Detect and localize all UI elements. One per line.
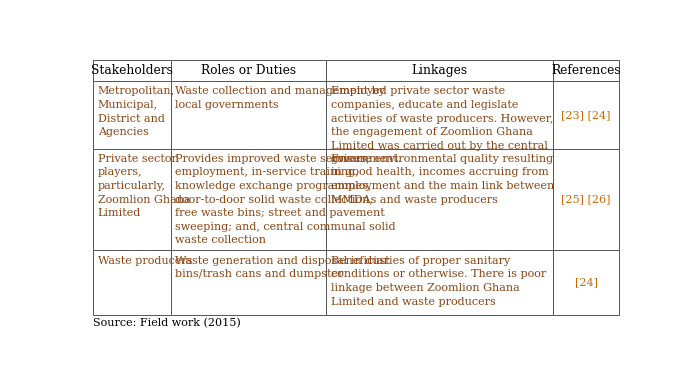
- Text: Roles or Duties: Roles or Duties: [201, 64, 296, 77]
- Text: Metropolitan,
Municipal,
District and
Agencies: Metropolitan, Municipal, District and Ag…: [97, 86, 174, 137]
- Bar: [553, 251, 619, 315]
- Text: [23] [24]: [23] [24]: [562, 110, 611, 120]
- Text: Ensure environmental quality resulting
in good health, incomes accruing from
emp: Ensure environmental quality resulting i…: [331, 154, 554, 205]
- Text: References: References: [551, 64, 621, 77]
- Bar: [326, 251, 553, 315]
- Text: Source: Field work (2015): Source: Field work (2015): [93, 318, 241, 328]
- Bar: [553, 149, 619, 251]
- Bar: [171, 149, 326, 251]
- Bar: [93, 60, 171, 81]
- Text: Linkages: Linkages: [411, 64, 468, 77]
- Text: [25] [26]: [25] [26]: [562, 194, 611, 205]
- Bar: [326, 81, 553, 149]
- Bar: [93, 81, 171, 149]
- Bar: [171, 251, 326, 315]
- Text: Private sector
players,
particularly,
Zoomlion Ghana
Limited: Private sector players, particularly, Zo…: [97, 154, 190, 218]
- Text: Stakeholders: Stakeholders: [91, 64, 173, 77]
- Text: [24]: [24]: [575, 278, 598, 287]
- Bar: [93, 251, 171, 315]
- Text: Provides improved waste services,
employment, in-service training,
knowledge exc: Provides improved waste services, employ…: [175, 154, 396, 245]
- Bar: [171, 81, 326, 149]
- Bar: [553, 81, 619, 149]
- Bar: [326, 60, 553, 81]
- Bar: [171, 60, 326, 81]
- Text: Waste producers: Waste producers: [97, 256, 192, 266]
- Text: Waste generation and disposal in dust
bins/trash cans and dumpster: Waste generation and disposal in dust bi…: [175, 256, 390, 279]
- Bar: [93, 149, 171, 251]
- Text: Beneficiaries of proper sanitary
conditions or otherwise. There is poor
linkage : Beneficiaries of proper sanitary conditi…: [331, 256, 546, 307]
- Text: Employed private sector waste
companies, educate and legislate
activities of was: Employed private sector waste companies,…: [331, 86, 553, 165]
- Bar: [326, 149, 553, 251]
- Bar: [553, 60, 619, 81]
- Text: Waste collection and management by
local governments: Waste collection and management by local…: [175, 86, 386, 110]
